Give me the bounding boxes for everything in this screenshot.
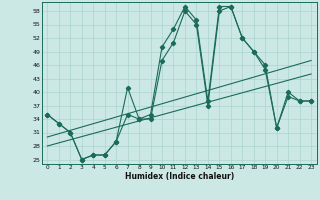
X-axis label: Humidex (Indice chaleur): Humidex (Indice chaleur) xyxy=(124,172,234,181)
